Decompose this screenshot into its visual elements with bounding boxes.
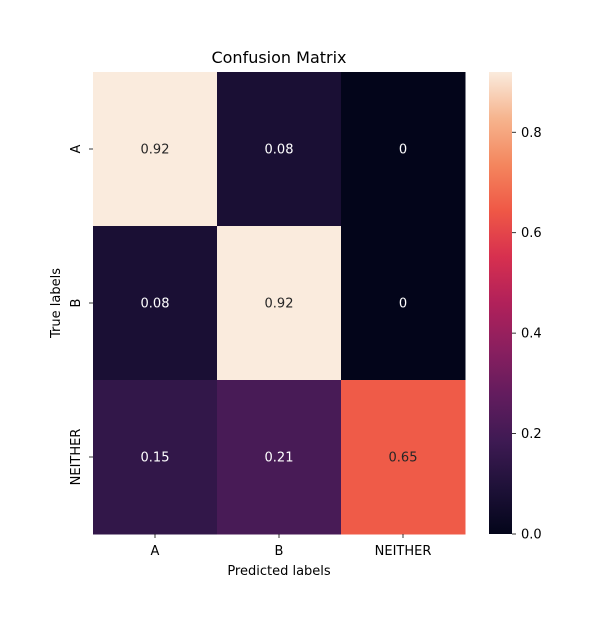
y-axis: A B NEITHER — [69, 144, 93, 485]
heatmap-cell — [93, 380, 218, 535]
x-axis-label: Predicted labels — [227, 564, 331, 579]
heatmap-cell — [93, 72, 218, 227]
y-axis-label: True labels — [49, 268, 64, 339]
y-tick-label: B — [69, 299, 84, 308]
colorbar-tick-label: 0.2 — [521, 427, 542, 442]
x-tick-label: A — [151, 544, 160, 559]
heatmap-cell — [341, 72, 466, 227]
heatmap-cell — [217, 226, 342, 381]
heatmap-cell — [341, 380, 466, 535]
colorbar-tick-label: 0.4 — [521, 327, 542, 342]
heatmap-cell — [217, 72, 342, 227]
cell-value-label: 0.21 — [265, 451, 294, 466]
x-axis: A B NEITHER — [151, 534, 432, 559]
x-tick-label: B — [275, 544, 284, 559]
colorbar — [489, 72, 512, 534]
cell-value-label: 0.65 — [389, 451, 418, 466]
y-tick-label: NEITHER — [69, 429, 84, 486]
heatmap-cell — [341, 226, 466, 381]
y-tick-label: A — [69, 144, 84, 153]
heatmap-cells — [93, 72, 466, 535]
colorbar-tick-label: 0.0 — [521, 528, 542, 543]
x-tick-label: NEITHER — [375, 544, 432, 559]
cell-value-label: 0.15 — [141, 451, 170, 466]
cell-value-label: 0.92 — [141, 143, 170, 158]
cell-value-label: 0.92 — [265, 297, 294, 312]
cell-value-label: 0.08 — [141, 297, 170, 312]
heatmap-cell — [93, 226, 218, 381]
heatmap-cell — [217, 380, 342, 535]
colorbar-axis: 0.0 0.2 0.4 0.6 0.8 — [512, 126, 542, 543]
cell-value-label: 0 — [399, 297, 407, 312]
cell-labels: 0.92 0.08 0 0.08 0.92 0 0.15 0.21 0.65 — [141, 143, 418, 466]
cell-value-label: 0.08 — [265, 143, 294, 158]
colorbar-tick-label: 0.6 — [521, 226, 542, 241]
cell-value-label: 0 — [399, 143, 407, 158]
chart-title: Confusion Matrix — [211, 48, 346, 67]
colorbar-tick-label: 0.8 — [521, 126, 542, 141]
